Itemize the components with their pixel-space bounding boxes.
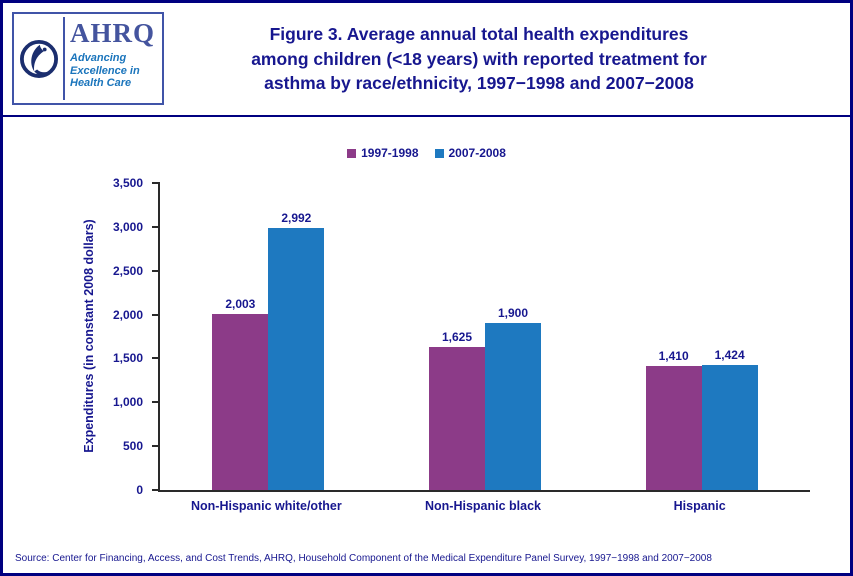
y-tick-mark [152, 489, 160, 491]
y-tick-label: 500 [122, 439, 143, 454]
bar-column: 1,625 [428, 183, 485, 490]
ahrq-logo-text: AHRQ Advancing Excellence in Health Care [65, 17, 159, 100]
y-axis-ticks: 0 500 1,000 1,500 2,000 2,500 3,000 3,500 [101, 176, 151, 497]
figure-title-line-2: among children (<18 years) with reported… [251, 48, 707, 69]
y-tick-label: 2,500 [112, 263, 143, 278]
y-tick-mark [152, 182, 160, 184]
x-axis-labels: Non-Hispanic white/other Non-Hispanic bl… [158, 499, 808, 513]
bar-value-label: 1,900 [497, 306, 528, 321]
ahrq-tagline-line-3: Health Care [70, 77, 132, 90]
x-label-non-hispanic-black: Non-Hispanic black [425, 499, 541, 513]
bar-column: 1,410 [645, 183, 702, 490]
bar-value-label: 2,003 [225, 297, 256, 312]
y-tick-label: 2,000 [112, 307, 143, 322]
chart-legend: 1997-1998 2007-2008 [3, 146, 850, 160]
bar-2007-2008 [701, 365, 758, 490]
bar-group: 1,410 1,424 [645, 183, 758, 490]
bar-2007-2008 [484, 323, 541, 490]
bar-groups: 2,003 2,992 1,625 1,900 1,410 1,424 [160, 183, 810, 490]
y-tick-mark [152, 401, 160, 404]
title-area: Figure 3. Average annual total health ex… [168, 3, 790, 115]
y-tick-mark [152, 269, 160, 272]
source-note: Source: Center for Financing, Access, an… [15, 553, 712, 564]
bar-group: 1,625 1,900 [428, 183, 541, 490]
ahrq-tagline-line-1: Advancing [70, 52, 127, 64]
legend-item-1997-1998: 1997-1998 [347, 146, 419, 160]
x-label-hispanic: Hispanic [673, 499, 726, 513]
y-tick-label: 3,500 [112, 176, 143, 190]
legend-label-2007-2008: 2007-2008 [448, 146, 506, 160]
plot-area: 2,003 2,992 1,625 1,900 1,410 1,424 [152, 182, 810, 492]
y-axis-title: Expenditures (in constant 2008 dollars) [82, 219, 96, 453]
legend-item-2007-2008: 2007-2008 [434, 146, 506, 160]
bar-2007-2008 [268, 227, 325, 490]
bar-group: 2,003 2,992 [212, 183, 325, 490]
x-label-non-hispanic-white-other: Non-Hispanic white/other [190, 499, 342, 513]
y-tick-mark [152, 357, 160, 360]
bar-column: 2,003 [212, 183, 269, 490]
ahrq-tagline: Advancing Excellence in Health Care [70, 52, 159, 90]
figure-title: Figure 3. Average annual total health ex… [251, 22, 707, 96]
y-tick-label: 1,500 [112, 351, 143, 366]
legend-swatch-1997-1998 [347, 148, 357, 158]
bar-1997-1998 [428, 347, 485, 490]
bar-value-label: 2,992 [281, 210, 312, 225]
y-tick-mark [152, 225, 160, 228]
figure-title-line-3: asthma by race/ethnicity, 1997−1998 and … [264, 73, 694, 94]
bar-value-label: 1,625 [441, 330, 472, 345]
header: AHRQ Advancing Excellence in Health Care… [3, 3, 850, 117]
ahrq-logo: AHRQ Advancing Excellence in Health Care [12, 12, 164, 105]
y-tick-label: 1,000 [112, 395, 143, 410]
bar-value-label: 1,424 [714, 348, 745, 363]
bar-column: 1,424 [701, 183, 758, 490]
ahrq-wordmark: AHRQ [70, 18, 155, 48]
y-tick-mark [152, 313, 160, 316]
bar-column: 2,992 [268, 183, 325, 490]
ahrq-tagline-line-2: Excellence in [70, 64, 140, 77]
y-tick-mark [152, 445, 160, 448]
y-tick-label: 3,000 [112, 219, 143, 234]
bar-column: 1,900 [484, 183, 541, 490]
y-tick-label: 0 [136, 483, 143, 497]
bar-value-label: 1,410 [658, 349, 689, 364]
bar-1997-1998 [212, 314, 269, 490]
hhs-eagle-icon [17, 17, 65, 100]
legend-label-1997-1998: 1997-1998 [361, 146, 419, 160]
legend-swatch-2007-2008 [434, 148, 444, 158]
figure-title-line-1: Figure 3. Average annual total health ex… [269, 24, 689, 45]
bar-1997-1998 [645, 366, 702, 490]
